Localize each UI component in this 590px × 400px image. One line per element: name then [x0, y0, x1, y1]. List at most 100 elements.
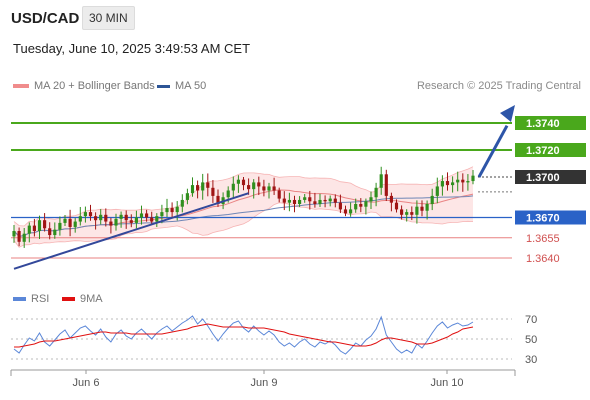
candle-body: [466, 181, 470, 183]
candle-body: [313, 201, 317, 204]
level-label: 1.3655: [526, 233, 560, 245]
legend-label: MA 50: [175, 80, 207, 92]
rsi-tick-label: 50: [525, 334, 537, 346]
candle-body: [405, 212, 409, 215]
trendline: [13, 192, 249, 270]
symbol-label[interactable]: USD/CAD: [11, 10, 80, 27]
candle-body: [114, 218, 118, 226]
candle-body: [201, 182, 205, 191]
candle-body: [180, 199, 184, 207]
candle-body: [379, 174, 383, 188]
level-label: 1.3740: [526, 118, 560, 130]
legend-swatch: [157, 84, 170, 88]
candle-body: [384, 174, 388, 196]
legend-label: RSI: [31, 293, 50, 305]
candle-body: [369, 197, 373, 202]
candle-body: [206, 182, 210, 188]
candle-body: [247, 185, 251, 190]
candle-body: [323, 199, 327, 202]
candle-body: [231, 183, 235, 191]
rsi-legend-ma: 9MA: [62, 293, 103, 305]
candle-body: [170, 208, 174, 213]
candle-body: [415, 206, 419, 215]
candle-body: [430, 195, 434, 204]
candle-body: [308, 197, 312, 202]
candle-body: [119, 214, 123, 219]
legend-item-ma20: MA 20 + Bollinger Bands: [13, 80, 155, 92]
rsi-tick-label: 30: [525, 354, 537, 366]
legend-label: MA 20 + Bollinger Bands: [34, 80, 155, 92]
candle-body: [165, 208, 169, 213]
candle-body: [99, 214, 103, 221]
candle-body: [211, 187, 215, 196]
legend-label: 9MA: [80, 293, 103, 305]
candle-body: [27, 225, 31, 234]
candle-body: [134, 217, 138, 223]
candle-body: [374, 187, 378, 198]
candle-body: [124, 214, 128, 221]
candle-body: [22, 233, 26, 242]
candle-body: [104, 214, 108, 222]
candle-body: [287, 199, 291, 203]
rsi-line: [13, 315, 474, 355]
rsi-ma-line: [14, 323, 474, 348]
candle-body: [298, 199, 302, 204]
candle-body: [451, 182, 455, 186]
level-tag: [515, 210, 586, 225]
candle-body: [139, 213, 144, 218]
candle-body: [318, 199, 322, 204]
candle-body: [185, 193, 189, 200]
candle-body: [292, 199, 297, 204]
candle-body: [78, 216, 82, 222]
x-tick-label: Jun 6: [73, 377, 100, 389]
candle-body: [226, 190, 230, 198]
level-label: 1.3700: [526, 172, 560, 184]
candle-body: [175, 206, 179, 213]
candle-body: [236, 179, 240, 184]
x-tick-label: Jun 10: [430, 377, 463, 389]
candle-body: [303, 197, 307, 200]
candle-body: [83, 212, 87, 217]
candle-body: [440, 181, 444, 187]
rsi-tick-label: 70: [525, 314, 537, 326]
candle-body: [445, 181, 450, 186]
candle-body: [43, 220, 47, 229]
rsi-legend-rsi: RSI: [13, 293, 49, 305]
legend-item-ma50: MA 50: [157, 80, 206, 92]
candle-body: [73, 221, 77, 227]
datetime-label: Tuesday, June 10, 2025 3:49:53 AM CET: [13, 41, 251, 56]
projection-arrow-shaft: [477, 124, 509, 178]
candle-body: [394, 202, 399, 210]
candle-body: [435, 186, 439, 196]
candle-body: [53, 229, 57, 236]
candle-body: [410, 212, 414, 215]
candle-body: [420, 206, 424, 211]
level-label: 1.3720: [526, 145, 560, 157]
legend-swatch: [13, 84, 29, 89]
level-tag: [515, 116, 586, 130]
candle-body: [94, 216, 98, 221]
candle-body: [461, 179, 465, 183]
candle-body: [267, 186, 271, 191]
candle-body: [262, 186, 266, 191]
candle-body: [425, 204, 429, 211]
candle-body: [364, 201, 368, 207]
projection-arrow-head: [500, 105, 515, 122]
candle-body: [155, 216, 159, 222]
ma50-line: [13, 195, 474, 237]
candle-body: [282, 198, 286, 203]
interval-button[interactable]: 30 MIN: [82, 6, 135, 30]
candle-body: [68, 218, 72, 227]
candle-body: [349, 209, 353, 214]
candle-body: [400, 209, 404, 215]
candle-body: [354, 204, 358, 210]
candle-body: [257, 182, 261, 187]
candle-body: [109, 221, 113, 226]
candle-body: [252, 182, 256, 190]
candle-body: [343, 209, 348, 214]
level-label: 1.3640: [526, 253, 560, 265]
legend-swatch: [13, 297, 26, 302]
candle-body: [150, 217, 154, 222]
level-tag: [515, 170, 586, 184]
